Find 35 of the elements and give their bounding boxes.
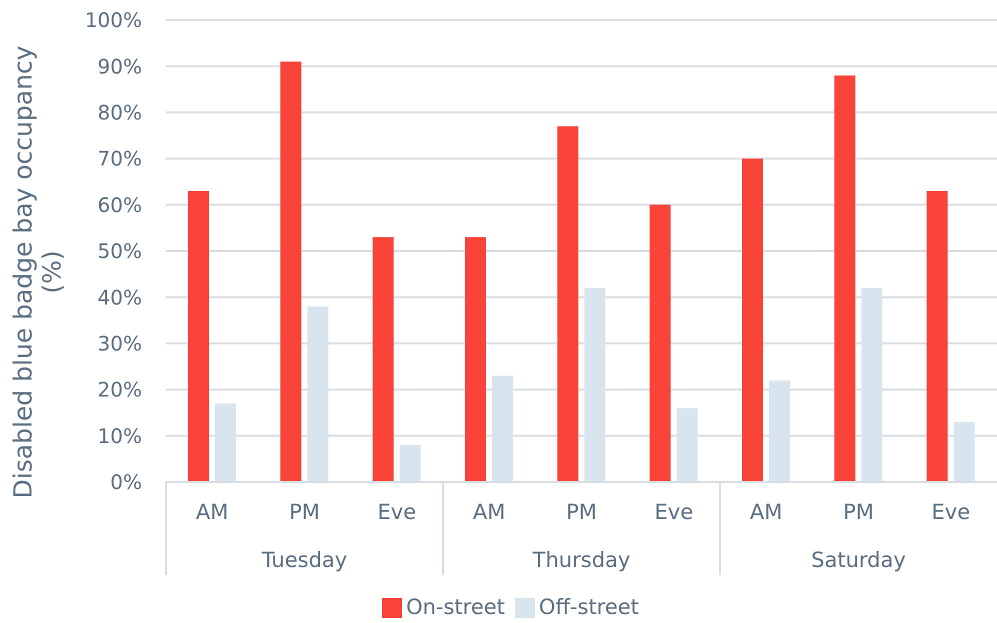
y-tick-label: 30% bbox=[98, 332, 142, 356]
y-tick-label: 40% bbox=[98, 285, 142, 310]
y-tick-label: 20% bbox=[98, 378, 142, 402]
text: Tuesday bbox=[260, 548, 348, 572]
y-tick-label: 60% bbox=[98, 192, 142, 217]
bar bbox=[742, 158, 763, 482]
x-tick-label: PM bbox=[289, 500, 320, 524]
bar bbox=[372, 237, 394, 482]
x-tick-label: PM bbox=[566, 500, 597, 524]
bar bbox=[465, 237, 486, 482]
x-tick-label: AM bbox=[472, 500, 506, 524]
y-tick-label: 50% bbox=[98, 239, 142, 264]
legend-label: Off-street bbox=[538, 595, 639, 619]
legend-label: On-street bbox=[406, 595, 505, 619]
y-tick-label: 70% bbox=[98, 146, 142, 171]
text: Thursday bbox=[532, 548, 630, 572]
bar bbox=[834, 75, 856, 482]
y-axis-title: Disabled blue badge bay occupancy (%) bbox=[8, 45, 66, 498]
bar bbox=[188, 190, 209, 482]
bar bbox=[650, 204, 671, 482]
x-tick-label: AM bbox=[196, 500, 228, 524]
x-tick-label: AM bbox=[750, 500, 782, 524]
y-tick-label: 80% bbox=[98, 100, 142, 124]
bar bbox=[926, 190, 948, 482]
y-tick-label: 90% bbox=[98, 54, 142, 78]
x-tick-label: Eve bbox=[932, 500, 970, 524]
y-tick-label: 100% bbox=[84, 8, 142, 32]
text: Saturday bbox=[811, 548, 906, 572]
y-tick-label: 0% bbox=[110, 470, 142, 494]
y-tick-label: 10% bbox=[98, 424, 142, 448]
bar bbox=[557, 126, 578, 482]
x-tick-label: Eve bbox=[378, 500, 416, 524]
x-tick-label: PM bbox=[843, 500, 874, 524]
bar bbox=[280, 62, 302, 482]
x-tick-label: Eve bbox=[654, 500, 694, 524]
